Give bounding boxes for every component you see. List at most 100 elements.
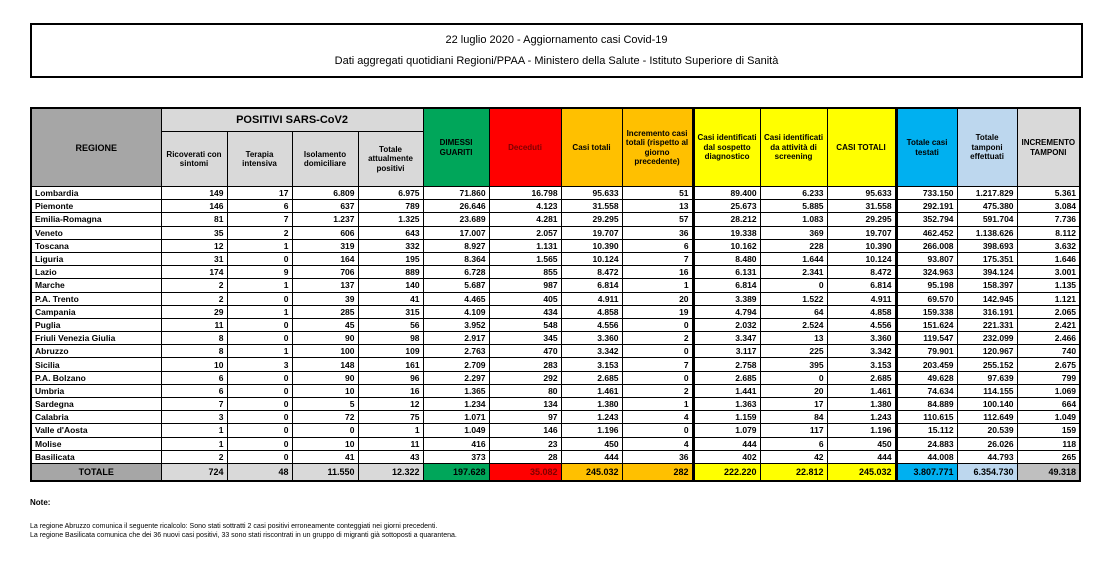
report-title-line1: 22 luglio 2020 - Aggiornamento casi Covi… — [445, 34, 668, 46]
table-row: Valle d'Aosta 1 0 0 1 1.049 146 1.196 0 … — [30, 423, 1081, 438]
value-cell-sospetto-diagnostico: 8.480 — [692, 251, 761, 267]
value-cell-incremento-tamponi: 5.361 — [1016, 185, 1081, 201]
value-cell-dimessi-guariti: 1.071 — [422, 410, 490, 425]
value-cell-casi-testati: 84.889 — [895, 396, 958, 412]
value-cell-isolamento: 41 — [291, 449, 359, 464]
value-cell-casi-testati: 324.963 — [895, 265, 958, 280]
value-cell-terapia-intensiva: 0 — [226, 410, 293, 425]
table-row: Sicilia 10 3 148 161 2.709 283 3.153 7 2… — [30, 357, 1081, 372]
value-cell-casi-totali: 10.124 — [560, 251, 623, 267]
value-cell-screening: 64 — [759, 304, 828, 319]
region-name-cell: Emilia-Romagna — [30, 212, 162, 227]
value-cell-ricoverati: 174 — [160, 265, 228, 280]
value-cell-casi-totali: 3.153 — [560, 357, 623, 372]
value-cell-tamponi: 20.539 — [956, 423, 1018, 438]
value-cell-ricoverati: 8 — [160, 344, 228, 359]
value-cell-attualmente-positivi: 109 — [357, 344, 424, 359]
value-cell-dimessi-guariti: 8.927 — [422, 238, 490, 253]
table-row: Campania 29 1 285 315 4.109 434 4.858 19… — [30, 304, 1081, 319]
total-dimessi-guariti: 197.628 — [422, 462, 490, 482]
value-cell-isolamento: 285 — [291, 304, 359, 319]
value-cell-incremento-casi: 36 — [621, 449, 695, 464]
table-row: Liguria 31 0 164 195 8.364 1.565 10.124 … — [30, 251, 1081, 267]
total-screening: 22.812 — [759, 462, 828, 482]
total-incremento-casi: 282 — [621, 462, 695, 482]
table-row: Umbria 6 0 10 16 1.365 80 1.461 2 1.441 … — [30, 383, 1081, 399]
value-cell-incremento-tamponi: 2.421 — [1016, 317, 1081, 333]
value-cell-attualmente-positivi: 1 — [357, 423, 424, 438]
value-cell-deceduti: 987 — [488, 278, 562, 293]
value-cell-terapia-intensiva: 1 — [226, 304, 293, 319]
value-cell-casi-testati: 151.624 — [895, 317, 958, 333]
total-casi-testati: 3.807.771 — [895, 462, 958, 482]
value-cell-sospetto-diagnostico: 2.032 — [692, 317, 761, 333]
value-cell-terapia-intensiva: 0 — [226, 331, 293, 346]
table-row: Calabria 3 0 72 75 1.071 97 1.243 4 1.15… — [30, 410, 1081, 425]
value-cell-attualmente-positivi: 96 — [357, 370, 424, 385]
value-cell-attualmente-positivi: 41 — [357, 291, 424, 306]
value-cell-deceduti: 1.565 — [488, 251, 562, 267]
value-cell-tamponi: 591.704 — [956, 212, 1018, 227]
value-cell-ricoverati: 146 — [160, 199, 228, 214]
value-cell-dimessi-guariti: 4.109 — [422, 304, 490, 319]
value-cell-incremento-casi: 57 — [621, 212, 695, 227]
value-cell-sospetto-diagnostico: 4.794 — [692, 304, 761, 319]
value-cell-casi-totali-2: 450 — [826, 436, 898, 451]
value-cell-casi-totali: 4.858 — [560, 304, 623, 319]
value-cell-casi-totali-2: 6.814 — [826, 278, 898, 293]
value-cell-casi-totali-2: 2.685 — [826, 370, 898, 385]
value-cell-tamponi: 142.945 — [956, 291, 1018, 306]
total-casi-totali: 245.032 — [560, 462, 623, 482]
table-row: P.A. Bolzano 6 0 90 96 2.297 292 2.685 0… — [30, 370, 1081, 385]
value-cell-casi-testati: 44.008 — [895, 449, 958, 464]
report-title-box: 22 luglio 2020 - Aggiornamento casi Covi… — [30, 23, 1083, 78]
value-cell-deceduti: 80 — [488, 383, 562, 399]
table-row: Piemonte 146 6 637 789 26.646 4.123 31.5… — [30, 199, 1081, 214]
value-cell-attualmente-positivi: 1.325 — [357, 212, 424, 227]
value-cell-casi-testati: 733.150 — [895, 185, 958, 201]
value-cell-casi-testati: 79.901 — [895, 344, 958, 359]
table-row: Emilia-Romagna 81 7 1.237 1.325 23.689 4… — [30, 212, 1081, 227]
value-cell-casi-totali-2: 1.196 — [826, 423, 898, 438]
value-cell-attualmente-positivi: 161 — [357, 357, 424, 372]
value-cell-screening: 13 — [759, 331, 828, 346]
value-cell-isolamento: 5 — [291, 396, 359, 412]
total-row: TOTALE 724 48 11.550 12.322 197.628 35.0… — [30, 462, 1081, 482]
value-cell-sospetto-diagnostico: 10.162 — [692, 238, 761, 253]
value-cell-casi-totali-2: 29.295 — [826, 212, 898, 227]
value-cell-dimessi-guariti: 373 — [422, 449, 490, 464]
value-cell-terapia-intensiva: 17 — [226, 185, 293, 201]
col-header-isolamento-domiciliare: Isolamento domiciliare — [291, 131, 359, 187]
value-cell-attualmente-positivi: 56 — [357, 317, 424, 333]
value-cell-sospetto-diagnostico: 3.347 — [692, 331, 761, 346]
value-cell-terapia-intensiva: 0 — [226, 423, 293, 438]
value-cell-terapia-intensiva: 0 — [226, 383, 293, 399]
table-row: Lazio 174 9 706 889 6.728 855 8.472 16 6… — [30, 265, 1081, 280]
total-terapia-intensiva: 48 — [226, 462, 293, 482]
value-cell-casi-totali-2: 444 — [826, 449, 898, 464]
value-cell-ricoverati: 6 — [160, 370, 228, 385]
value-cell-casi-totali: 31.558 — [560, 199, 623, 214]
value-cell-dimessi-guariti: 17.007 — [422, 225, 490, 240]
value-cell-sospetto-diagnostico: 402 — [692, 449, 761, 464]
value-cell-screening: 225 — [759, 344, 828, 359]
value-cell-dimessi-guariti: 1.365 — [422, 383, 490, 399]
value-cell-screening: 6 — [759, 436, 828, 451]
value-cell-tamponi: 114.155 — [956, 383, 1018, 399]
value-cell-casi-testati: 15.112 — [895, 423, 958, 438]
value-cell-tamponi: 1.217.829 — [956, 185, 1018, 201]
value-cell-terapia-intensiva: 2 — [226, 225, 293, 240]
value-cell-tamponi: 221.331 — [956, 317, 1018, 333]
value-cell-screening: 17 — [759, 396, 828, 412]
covid-data-table: REGIONE POSITIVI SARS-CoV2 DIMESSI GUARI… — [30, 107, 1082, 482]
value-cell-incremento-tamponi: 2.065 — [1016, 304, 1081, 319]
value-cell-incremento-casi: 2 — [621, 383, 695, 399]
value-cell-incremento-casi: 6 — [621, 238, 695, 253]
value-cell-deceduti: 345 — [488, 331, 562, 346]
table-row: Veneto 35 2 606 643 17.007 2.057 19.707 … — [30, 225, 1081, 240]
value-cell-casi-totali: 19.707 — [560, 225, 623, 240]
total-attualmente-positivi: 12.322 — [357, 462, 424, 482]
value-cell-casi-totali-2: 10.124 — [826, 251, 898, 267]
total-deceduti: 35.082 — [488, 462, 562, 482]
